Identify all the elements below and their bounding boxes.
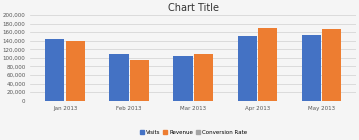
Bar xyxy=(66,41,85,101)
Bar xyxy=(130,60,149,101)
Bar xyxy=(302,35,321,101)
Bar xyxy=(194,54,213,101)
Legend: Visits, Revenue, Conversion Rate: Visits, Revenue, Conversion Rate xyxy=(137,128,249,137)
Bar xyxy=(258,28,277,101)
Title: Chart Title: Chart Title xyxy=(168,3,219,13)
Bar xyxy=(238,36,257,101)
Bar xyxy=(45,38,64,101)
Bar xyxy=(173,56,193,101)
Bar xyxy=(322,29,341,101)
Bar xyxy=(109,54,129,101)
